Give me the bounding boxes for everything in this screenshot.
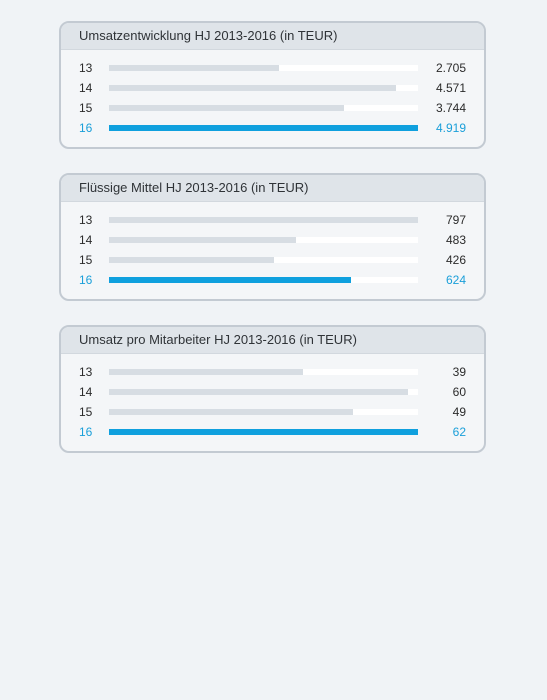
data-label: 483 [445,233,466,247]
chart-panel-fluessige-mittel: Flüssige Mittel HJ 2013-2016 (in TEUR) 1… [59,173,486,301]
tick-label: 14 [79,81,93,95]
bar [109,257,275,263]
tick-label: 16 [79,121,93,135]
bar [109,389,409,395]
bar [109,429,418,435]
bar [109,237,297,243]
chart-title: Flüssige Mittel HJ 2013-2016 (in TEUR) [61,175,484,202]
chart-panel-umsatz-pro-mitarbeiter: Umsatz pro Mitarbeiter HJ 2013-2016 (in … [59,325,486,453]
data-label: 426 [445,253,466,267]
tick-label: 14 [79,385,93,399]
bar-track [109,429,418,435]
tick-label: 13 [79,213,93,227]
tick-label: 16 [79,273,93,287]
chart-title: Umsatz pro Mitarbeiter HJ 2013-2016 (in … [61,327,484,354]
bar-track [109,237,418,243]
bar [109,105,345,111]
data-label: 39 [452,365,466,379]
bar-row: 14 483 [61,231,484,251]
bar [109,217,418,223]
bar-track [109,65,418,71]
data-label: 60 [452,385,466,399]
data-label: 4.919 [435,121,466,135]
bar-track [109,277,418,283]
bar-row: 16 4.919 [61,119,484,139]
data-label: 3.744 [435,101,466,115]
bar-row: 13 797 [61,211,484,231]
bar-track [109,409,418,415]
bar [109,277,351,283]
chart-body: 13 39 14 60 15 49 16 62 [61,354,484,443]
bar-track [109,257,418,263]
bar [109,369,304,375]
bar-row: 14 60 [61,383,484,403]
chart-panel-umsatzentwicklung: Umsatzentwicklung HJ 2013-2016 (in TEUR)… [59,21,486,149]
bar-row: 14 4.571 [61,79,484,99]
chart-body: 13 797 14 483 15 426 16 624 [61,202,484,291]
data-label: 49 [452,405,466,419]
bar-row: 15 3.744 [61,99,484,119]
bar [109,85,397,91]
tick-label: 14 [79,233,93,247]
bar-track [109,125,418,131]
bar [109,125,418,131]
bar-track [109,217,418,223]
bar-track [109,105,418,111]
bar-row: 15 426 [61,251,484,271]
tick-label: 16 [79,425,93,439]
bar-track [109,369,418,375]
bar-row: 13 39 [61,363,484,383]
bar-row: 16 624 [61,271,484,291]
chart-body: 13 2.705 14 4.571 15 3.744 16 4.919 [61,50,484,139]
tick-label: 15 [79,405,93,419]
tick-label: 13 [79,61,93,75]
bar-track [109,389,418,395]
data-label: 797 [445,213,466,227]
bar-row: 13 2.705 [61,59,484,79]
data-label: 2.705 [435,61,466,75]
bar [109,65,279,71]
bar [109,409,354,415]
tick-label: 15 [79,101,93,115]
tick-label: 13 [79,365,93,379]
data-label: 62 [452,425,466,439]
tick-label: 15 [79,253,93,267]
data-label: 4.571 [435,81,466,95]
bar-row: 15 49 [61,403,484,423]
chart-title: Umsatzentwicklung HJ 2013-2016 (in TEUR) [61,23,484,50]
bar-row: 16 62 [61,423,484,443]
data-label: 624 [445,273,466,287]
bar-track [109,85,418,91]
